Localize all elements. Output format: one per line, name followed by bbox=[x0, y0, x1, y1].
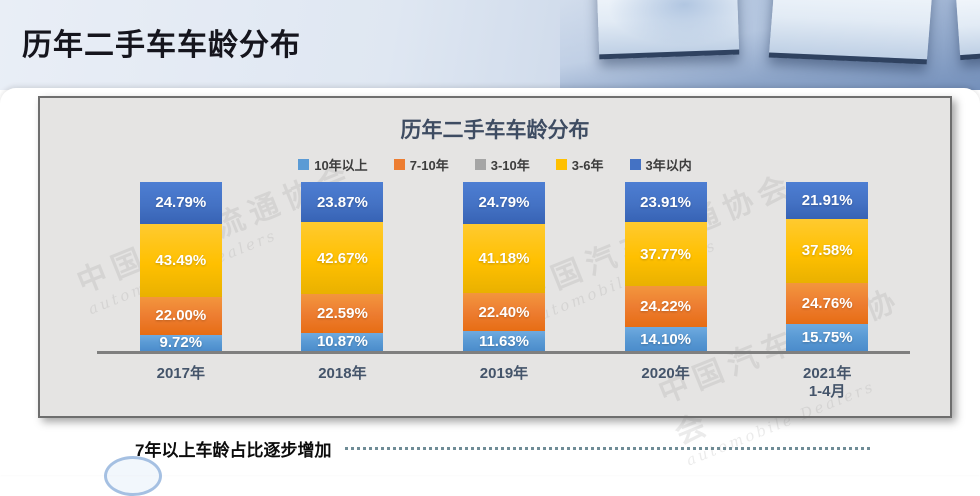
x-axis-labels: 2017年 2018年 2019年 2020年 2021年 1-4月 bbox=[100, 365, 908, 401]
legend-swatch bbox=[298, 159, 310, 170]
legend-item: 7-10年 bbox=[393, 155, 449, 174]
bar-segment: 37.58% bbox=[786, 219, 869, 283]
cada-logo-partial bbox=[104, 456, 162, 496]
bar-column: 24.79% 41.18% 22.40% 11.63% bbox=[423, 182, 585, 351]
bar-segment: 22.40% bbox=[462, 293, 545, 332]
bar-value-label: 42.67% bbox=[316, 249, 368, 267]
x-axis-label: 2019年 bbox=[479, 365, 529, 382]
bar-value-label: 11.63% bbox=[478, 332, 529, 350]
bar-segment: 9.72% bbox=[139, 334, 222, 352]
plot-area: 24.79% 43.49% 22.00% 9.72% 23.87% 42.67% 22.59… bbox=[97, 182, 910, 354]
bar-segment: 37.77% bbox=[624, 222, 707, 287]
bar-value-label: 43.49% bbox=[155, 252, 207, 270]
bars-container: 24.79% 43.49% 22.00% 9.72% 23.87% 42.67% 22.59… bbox=[100, 182, 908, 351]
x-axis-sublabel: 1-4月 bbox=[808, 383, 846, 400]
footer-note: 7年以上车龄占比逐步增加 bbox=[0, 422, 980, 475]
legend-label: 3-6年 bbox=[571, 158, 604, 173]
bar-value-label: 14.10% bbox=[640, 330, 692, 348]
cube-large bbox=[768, 0, 934, 65]
bar-value-label: 23.91% bbox=[640, 193, 692, 211]
legend-label: 10年以上 bbox=[314, 158, 368, 173]
bar-value-label: 22.40% bbox=[478, 303, 530, 321]
bar-value-label: 24.22% bbox=[640, 298, 692, 316]
chart-legend: 10年以上 7-10年 3-10年 3-6年 3年以内 bbox=[40, 155, 950, 174]
bar-value-label: 21.91% bbox=[801, 192, 853, 209]
legend-label: 3-10年 bbox=[490, 158, 530, 173]
bar-value-label: 24.79% bbox=[155, 194, 207, 212]
stacked-bar: 24.79% 43.49% 22.00% 9.72% bbox=[139, 182, 222, 352]
bar-value-label: 24.79% bbox=[478, 194, 530, 212]
stacked-bar: 21.91% 37.58% 24.76% 15.75% bbox=[786, 182, 869, 351]
bar-segment: 24.76% bbox=[786, 282, 869, 325]
legend-swatch bbox=[393, 159, 405, 170]
legend-label: 3年以内 bbox=[645, 158, 692, 173]
bar-value-label: 22.59% bbox=[316, 305, 368, 323]
bar-value-label: 23.87% bbox=[316, 193, 368, 211]
stacked-bar: 23.87% 42.67% 22.59% 10.87% bbox=[301, 182, 384, 351]
bar-segment: 24.79% bbox=[462, 182, 545, 224]
legend-label: 7-10年 bbox=[409, 158, 449, 173]
bar-segment: 24.79% bbox=[139, 182, 222, 224]
x-axis-line bbox=[97, 351, 910, 354]
cube-with-worldmap bbox=[596, 0, 740, 60]
x-axis-label: 2018年 bbox=[318, 365, 367, 382]
bar-value-label: 9.72% bbox=[159, 334, 203, 352]
bar-segment: 22.59% bbox=[301, 294, 384, 333]
bar-value-label: 37.77% bbox=[640, 245, 692, 263]
footer-note-text: 7年以上车龄占比逐步增加 bbox=[135, 441, 332, 460]
bar-segment: 21.91% bbox=[786, 182, 869, 220]
bar-value-label: 10.87% bbox=[316, 333, 368, 351]
bar-value-label: 15.75% bbox=[801, 329, 853, 347]
x-axis-label: 2021年 1-4月 bbox=[746, 365, 908, 401]
bar-column: 23.87% 42.67% 22.59% 10.87% bbox=[262, 182, 424, 351]
x-axis-label: 2017年 bbox=[156, 365, 205, 382]
header-decoration-cubes bbox=[560, 0, 980, 90]
dotted-leader-line bbox=[345, 447, 870, 450]
legend-swatch bbox=[474, 159, 486, 170]
bar-segment: 23.87% bbox=[301, 182, 384, 223]
bar-segment: 22.00% bbox=[139, 297, 222, 335]
legend-swatch bbox=[555, 159, 567, 170]
legend-item: 10年以上 bbox=[298, 155, 368, 174]
page-title: 历年二手车车龄分布 bbox=[22, 29, 301, 62]
bar-segment: 42.67% bbox=[301, 222, 384, 295]
bar-segment: 41.18% bbox=[462, 223, 545, 294]
legend-item: 3-10年 bbox=[474, 155, 530, 174]
bar-segment: 15.75% bbox=[786, 324, 869, 351]
bar-segment: 14.10% bbox=[624, 327, 707, 351]
bar-segment: 24.22% bbox=[624, 286, 707, 328]
bar-value-label: 24.76% bbox=[801, 294, 853, 312]
bar-value-label: 22.00% bbox=[155, 307, 207, 325]
stacked-bar: 23.91% 37.77% 24.22% 14.10% bbox=[624, 182, 707, 351]
chart-title: 历年二手车车龄分布 bbox=[400, 119, 590, 142]
stacked-bar: 24.79% 41.18% 22.40% 11.63% bbox=[462, 182, 545, 351]
legend-swatch bbox=[629, 159, 641, 170]
cube-edge bbox=[955, 0, 980, 61]
bar-segment: 10.87% bbox=[301, 332, 384, 351]
page-header: 历年二手车车龄分布 bbox=[0, 0, 980, 90]
bar-segment: 11.63% bbox=[462, 331, 545, 351]
legend-item: 3年以内 bbox=[629, 155, 692, 174]
bar-column: 21.91% 37.58% 24.76% 15.75% bbox=[746, 182, 908, 351]
bar-value-label: 41.18% bbox=[478, 250, 530, 268]
page: 历年二手车车龄分布 历年二手车车龄分布 10年以上 7-10年 3-10年 3-6年 3… bbox=[0, 0, 980, 475]
bar-column: 24.79% 43.49% 22.00% 9.72% bbox=[100, 182, 262, 351]
bar-value-label: 37.58% bbox=[801, 242, 853, 260]
bar-segment: 43.49% bbox=[139, 223, 222, 298]
x-axis-label: 2020年 bbox=[641, 365, 690, 382]
bar-column: 23.91% 37.77% 24.22% 14.10% bbox=[585, 182, 747, 351]
bar-segment: 23.91% bbox=[624, 182, 707, 223]
legend-item: 3-6年 bbox=[555, 155, 604, 174]
